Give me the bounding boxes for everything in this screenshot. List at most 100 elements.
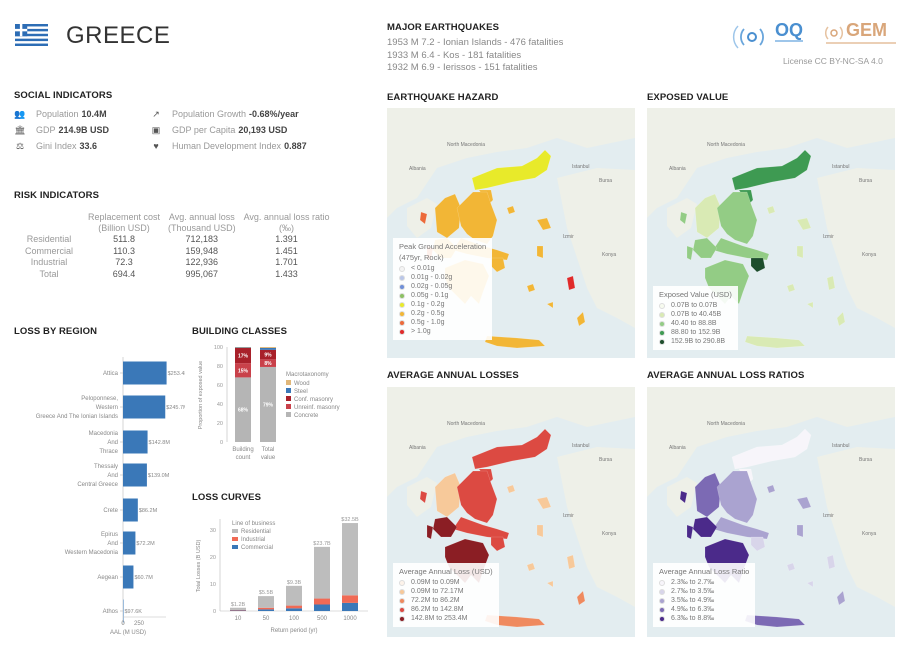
major-earthquakes-heading: MAJOR EARTHQUAKES xyxy=(387,22,500,33)
map-region-thessaly xyxy=(456,470,498,524)
legend-item: 142.8M to 253.4M xyxy=(399,614,493,623)
exposed-value-map[interactable]: North Macedonia Albania Istanbul Bursa Izmir… xyxy=(647,108,895,358)
map-region-dodec xyxy=(576,590,586,606)
svg-text:Return period (yr): Return period (yr) xyxy=(270,628,317,634)
svg-text:Attica: Attica xyxy=(103,371,119,377)
map-region-aegean4 xyxy=(566,554,576,570)
svg-text:20: 20 xyxy=(217,421,223,427)
map-region-western xyxy=(692,237,718,259)
svg-text:Bursa: Bursa xyxy=(599,457,612,463)
svg-text:Istanbul: Istanbul xyxy=(572,164,590,170)
map-region-epirus xyxy=(694,193,722,239)
col-aal: Avg. annual loss (Thousand USD) xyxy=(168,212,236,233)
gem-logo: GEM xyxy=(846,20,888,40)
aal-ratio-map[interactable]: North Macedonia Albania Istanbul Bursa Izmir… xyxy=(647,387,895,637)
svg-text:$60.7M: $60.7M xyxy=(134,575,153,581)
map-region-ionian1 xyxy=(679,490,688,504)
svg-text:$5.5B: $5.5B xyxy=(259,590,274,596)
svg-text:North Macedonia: North Macedonia xyxy=(707,142,745,148)
svg-text:Thessaly: Thessaly xyxy=(94,464,118,470)
social-item-gdp-per-capita: ▣ GDP per Capita 20,193 USD xyxy=(151,125,288,135)
region-bar xyxy=(123,599,124,623)
svg-text:10: 10 xyxy=(235,616,242,622)
legend-item: 4.9‰ to 6.3‰ xyxy=(659,605,749,614)
svg-text:Konya: Konya xyxy=(862,531,876,537)
map-region-aegean4 xyxy=(566,275,576,291)
risk-table: Replacement cost (Billion USD) Avg. annua… xyxy=(14,212,333,280)
svg-text:60: 60 xyxy=(217,383,223,389)
map-region-thrace xyxy=(731,428,812,470)
svg-text:$245.7M: $245.7M xyxy=(166,405,185,411)
money-icon: ▣ xyxy=(151,125,161,135)
aal-ratio-map-heading: AVERAGE ANNUAL LOSS RATIOS xyxy=(647,370,805,381)
svg-text:0: 0 xyxy=(121,621,125,627)
svg-text:100: 100 xyxy=(214,345,223,351)
svg-text:Industrial: Industrial xyxy=(241,537,265,543)
svg-text:Izmir: Izmir xyxy=(563,513,574,519)
map-region-aegean3 xyxy=(766,484,776,494)
map-region-attica xyxy=(490,257,506,273)
social-item-population: 👥 Population 10.4M xyxy=(14,109,107,119)
svg-text:Wood: Wood xyxy=(294,381,310,387)
table-row: Total 694.4 995,067 1.433 xyxy=(39,268,298,279)
hazard-map-legend: Peak Ground Acceleration (475yr, Rock) < 0… xyxy=(393,238,493,340)
svg-text:$97.6K: $97.6K xyxy=(125,609,143,615)
region-bar xyxy=(123,565,134,589)
map-region-aegean5 xyxy=(526,283,536,293)
map-region-aegean1 xyxy=(796,496,812,510)
legend-item: 0.09M to 0.09M xyxy=(399,578,493,587)
svg-text:0: 0 xyxy=(220,440,223,446)
building-classes-heading: BUILDING CLASSES xyxy=(192,326,288,337)
svg-text:Istanbul: Istanbul xyxy=(572,443,590,449)
map-region-crete xyxy=(744,335,806,349)
legend-item: 0.5g - 1.0g xyxy=(399,318,486,327)
legend-item: 0.05g - 0.1g xyxy=(399,291,486,300)
building-classes-chart: Proportion of exposed value 0 20 40 60 80 100 6… xyxy=(190,345,380,480)
svg-text:Izmir: Izmir xyxy=(823,234,834,240)
svg-text:Central Greece: Central Greece xyxy=(77,482,118,488)
svg-text:Macrotaxonomy: Macrotaxonomy xyxy=(286,372,329,378)
svg-text:0: 0 xyxy=(213,609,216,615)
legend-item: 88.80 to 152.9B xyxy=(659,328,732,337)
svg-text:8%: 8% xyxy=(264,361,272,367)
svg-text:Istanbul: Istanbul xyxy=(832,443,850,449)
aal-map[interactable]: North Macedonia Albania Istanbul Bursa Izmir… xyxy=(387,387,635,637)
region-bar xyxy=(123,463,147,487)
map-region-thrace xyxy=(731,149,812,191)
map-region-aegean6 xyxy=(806,301,814,309)
map-region-epirus xyxy=(434,193,462,239)
map-region-dodec xyxy=(576,311,586,327)
svg-text:30: 30 xyxy=(210,528,216,534)
legend-item: 6.3‰ to 8.8‰ xyxy=(659,614,749,623)
exposed-map-heading: EXPOSED VALUE xyxy=(647,92,729,103)
svg-text:Total Losses (B USD): Total Losses (B USD) xyxy=(196,540,202,593)
aal-map-legend: Average Annual Loss (USD) 0.09M to 0.09M 0… xyxy=(393,563,499,627)
svg-text:value: value xyxy=(261,455,276,461)
region-bar xyxy=(123,395,166,419)
svg-text:$32.5B: $32.5B xyxy=(341,517,359,523)
map-region-aegean5 xyxy=(786,283,796,293)
map-region-central xyxy=(712,237,770,261)
svg-text:100: 100 xyxy=(289,616,300,622)
svg-text:Epirus: Epirus xyxy=(101,532,118,538)
ratio-map-legend: Average Annual Loss Ratio 2.3‰ to 2.7‰ 2.7… xyxy=(653,563,756,627)
map-region-ionian1 xyxy=(679,211,688,225)
svg-text:$253.4M: $253.4M xyxy=(168,371,185,377)
map-region-attica xyxy=(750,536,766,552)
map-region-aegean1 xyxy=(796,217,812,231)
hazard-map-heading: EARTHQUAKE HAZARD xyxy=(387,92,499,103)
svg-text:40: 40 xyxy=(217,402,223,408)
gdp-icon: 🏛 xyxy=(14,125,26,135)
svg-text:17%: 17% xyxy=(238,354,249,360)
svg-text:And: And xyxy=(107,440,118,446)
country-title: GREECE xyxy=(66,22,171,49)
svg-text:80: 80 xyxy=(217,364,223,370)
legend-item: 0.07B to 0.07B xyxy=(659,301,732,310)
legend-item: 152.9B to 290.8B xyxy=(659,337,732,346)
map-region-aegean2 xyxy=(796,245,804,259)
map-region-aegean4 xyxy=(826,554,836,570)
earthquake-item: 1953 M 7.2 - Ionian Islands - 476 fatali… xyxy=(387,37,564,48)
loss-curves-heading: LOSS CURVES xyxy=(192,492,262,503)
svg-text:Konya: Konya xyxy=(602,531,616,537)
hazard-map[interactable]: North Macedonia Albania Istanbul Bursa Izmir… xyxy=(387,108,635,358)
